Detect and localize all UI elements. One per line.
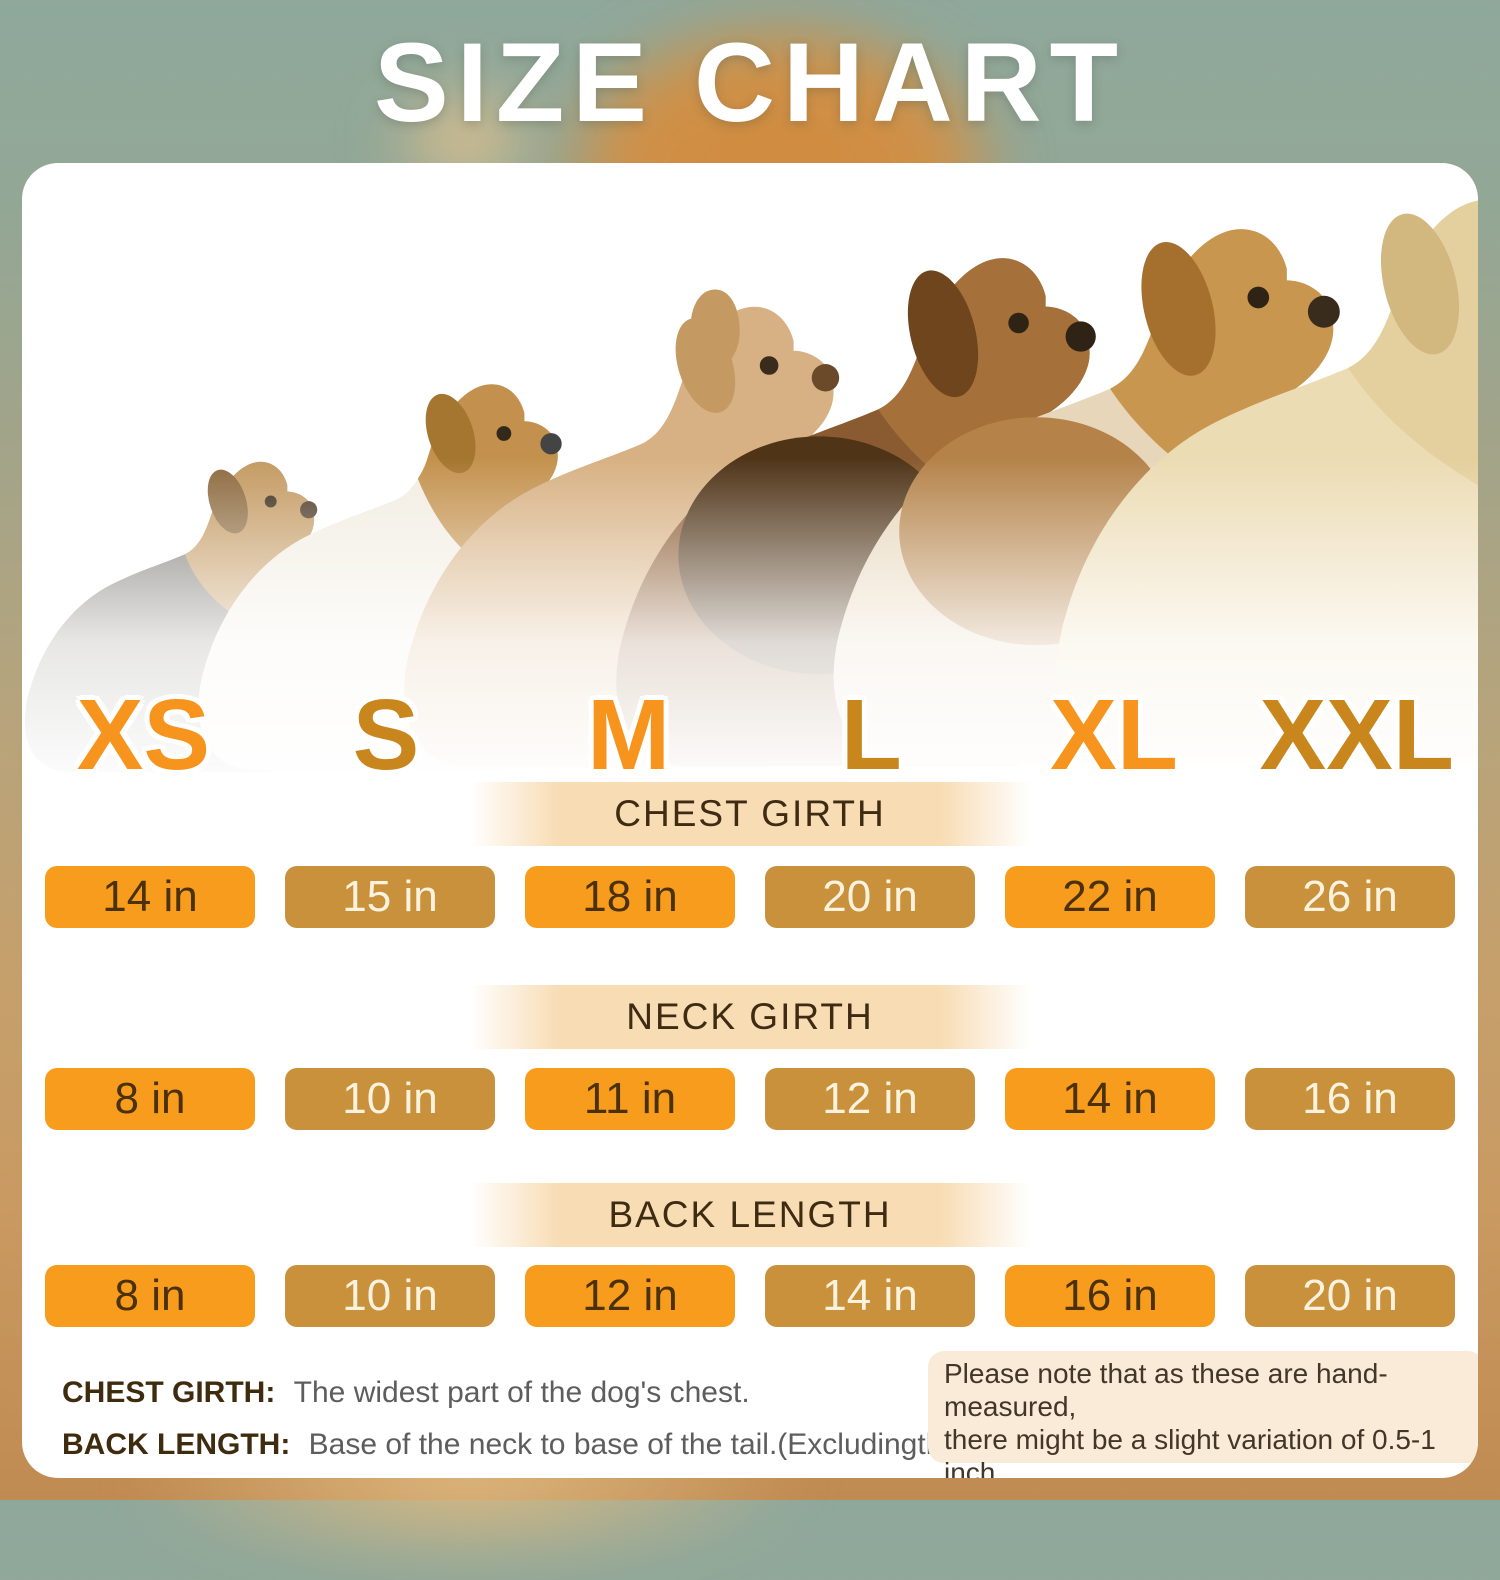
chest-girth-value-l: 20 in <box>765 866 975 928</box>
note-line-1: Please note that as these are hand-measu… <box>944 1358 1388 1422</box>
size-chart-card: XS S M L XL XXL CHEST GIRTH 14 in 15 in … <box>22 163 1478 1478</box>
chest-girth-value-xl: 22 in <box>1005 866 1215 928</box>
size-label-s: S <box>352 679 420 791</box>
back-length-value-m: 12 in <box>525 1265 735 1327</box>
neck-girth-value-l: 12 in <box>765 1068 975 1130</box>
size-label-xl: XL <box>1050 679 1178 791</box>
chest-girth-row: 14 in 15 in 18 in 20 in 22 in 26 in <box>45 866 1455 928</box>
size-label-xxl: XXL <box>1259 679 1454 791</box>
note-line-2: there might be a slight variation of 0.5… <box>944 1424 1436 1478</box>
neck-girth-value-xl: 14 in <box>1005 1068 1215 1130</box>
chest-girth-value-m: 18 in <box>525 866 735 928</box>
neck-girth-value-s: 10 in <box>285 1068 495 1130</box>
back-length-definition-text: Base of the neck to base of the tail.(Ex… <box>308 1428 1008 1461</box>
back-length-row: 8 in 10 in 12 in 14 in 16 in 20 in <box>45 1265 1455 1327</box>
back-length-value-s: 10 in <box>285 1265 495 1327</box>
back-length-definition: BACK LENGTH: Base of the neck to base of… <box>62 1427 1007 1463</box>
chest-girth-value-xs: 14 in <box>45 866 255 928</box>
chest-girth-definition-term: CHEST GIRTH: <box>62 1376 276 1409</box>
back-length-definition-term: BACK LENGTH: <box>62 1428 291 1461</box>
chest-girth-definition: CHEST GIRTH: The widest part of the dog'… <box>62 1375 1007 1411</box>
chest-girth-value-s: 15 in <box>285 866 495 928</box>
size-label-l: L <box>840 679 902 791</box>
back-length-value-xs: 8 in <box>45 1265 255 1327</box>
back-length-header: BACK LENGTH <box>470 1183 1030 1247</box>
back-length-value-xl: 16 in <box>1005 1265 1215 1327</box>
size-label-xs: XS <box>76 679 211 791</box>
chest-girth-header: CHEST GIRTH <box>470 782 1030 846</box>
neck-girth-row: 8 in 10 in 11 in 12 in 14 in 16 in <box>45 1068 1455 1130</box>
back-length-value-l: 14 in <box>765 1265 975 1327</box>
neck-girth-value-xxl: 16 in <box>1245 1068 1455 1130</box>
white-fade-overlay <box>22 458 1478 793</box>
neck-girth-value-m: 11 in <box>525 1068 735 1130</box>
chest-girth-definition-text: The widest part of the dog's chest. <box>293 1376 750 1409</box>
neck-girth-header: NECK GIRTH <box>470 985 1030 1049</box>
hand-measured-note: Please note that as these are hand-measu… <box>928 1351 1478 1478</box>
measurement-definitions: CHEST GIRTH: The widest part of the dog'… <box>62 1375 1007 1478</box>
page-title: SIZE CHART <box>374 20 1126 145</box>
chest-girth-value-xxl: 26 in <box>1245 866 1455 928</box>
size-label-m: M <box>587 679 671 791</box>
back-length-value-xxl: 20 in <box>1245 1265 1455 1327</box>
size-labels-row: XS S M L XL XXL <box>22 675 1478 785</box>
neck-girth-value-xs: 8 in <box>45 1068 255 1130</box>
